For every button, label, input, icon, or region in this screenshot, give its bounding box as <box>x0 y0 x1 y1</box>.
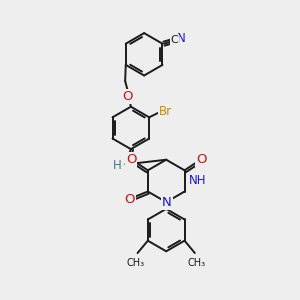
Text: O: O <box>126 153 136 166</box>
Text: O: O <box>124 193 135 206</box>
Text: O: O <box>123 90 133 103</box>
Text: CH₃: CH₃ <box>127 258 145 268</box>
Text: CH₃: CH₃ <box>187 258 206 268</box>
Text: H: H <box>113 159 122 172</box>
Text: N: N <box>177 32 185 45</box>
Text: C: C <box>171 34 178 45</box>
Text: NH: NH <box>189 174 207 188</box>
Text: O: O <box>196 153 207 166</box>
Text: N: N <box>162 196 172 209</box>
Text: Br: Br <box>159 105 172 118</box>
